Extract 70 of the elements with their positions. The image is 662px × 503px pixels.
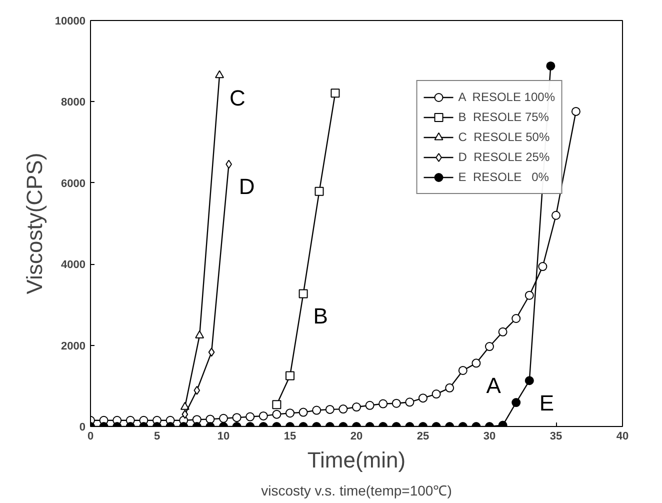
point (524, 290, 534, 300)
x-tick-label: 5 (154, 430, 160, 442)
point (258, 411, 268, 420)
y-tick-label: 6000 (61, 178, 86, 190)
x-tick-label: 25 (416, 430, 430, 442)
y-tick-label: 4000 (61, 259, 86, 272)
legend-label: E RESOLE 0% (458, 170, 549, 184)
x-tick-label: 15 (284, 430, 296, 442)
point (330, 88, 340, 98)
annotation: D (238, 174, 255, 200)
y-tick-label: 10000 (54, 16, 86, 28)
y-axis-title: Viscosty(CPS) (22, 152, 47, 294)
point (298, 408, 308, 417)
x-axis-title: Time(min) (307, 448, 406, 472)
text: viscosty v.s. time(temp=100℃) (261, 482, 452, 498)
x-tick-label: 10 (217, 430, 230, 442)
point (571, 106, 580, 116)
y-tick-label: 2000 (61, 340, 86, 352)
point (314, 186, 324, 196)
point (195, 330, 204, 338)
point (498, 327, 508, 336)
point (458, 366, 468, 375)
point (378, 399, 388, 408)
point (232, 413, 242, 422)
annotation: A (486, 373, 502, 398)
point (298, 289, 308, 298)
annotation: E (539, 390, 554, 416)
point (194, 386, 200, 395)
point (180, 402, 190, 410)
x-tick-label: 20 (350, 430, 363, 442)
point (445, 383, 454, 392)
y-tick-label: 0 (79, 422, 86, 434)
annotation: B (313, 304, 328, 329)
legend-label: B RESOLE 75% (458, 110, 549, 124)
point (246, 412, 255, 422)
point (208, 348, 215, 357)
point (325, 404, 334, 414)
point (538, 262, 548, 272)
point (182, 410, 188, 419)
point (432, 390, 441, 399)
x-tick-label: 30 (483, 430, 496, 442)
legend-label: D RESOLE 25% (458, 150, 550, 164)
point (546, 61, 556, 70)
point (485, 342, 494, 352)
point (418, 394, 428, 403)
x-tick-label: 40 (616, 430, 629, 442)
point (219, 414, 228, 423)
point (392, 398, 401, 408)
point (286, 408, 294, 418)
point (272, 410, 282, 419)
y-tick-label: 8000 (61, 96, 86, 109)
point (215, 70, 224, 78)
legend-label: A RESOLE 100% (458, 90, 555, 104)
point (206, 414, 215, 424)
x-tick-label: 35 (550, 430, 562, 442)
point (512, 314, 521, 323)
point (286, 371, 294, 380)
point (512, 398, 521, 408)
point (312, 406, 322, 415)
annotation: C (230, 85, 246, 110)
point (365, 400, 374, 410)
point (272, 400, 282, 410)
point (524, 376, 534, 386)
point (352, 402, 361, 412)
point (405, 398, 414, 407)
legend-label: C RESOLE 50% (458, 130, 550, 144)
point (472, 358, 481, 368)
point (552, 210, 560, 220)
point (338, 404, 348, 414)
x-tick-label: 0 (87, 430, 94, 442)
